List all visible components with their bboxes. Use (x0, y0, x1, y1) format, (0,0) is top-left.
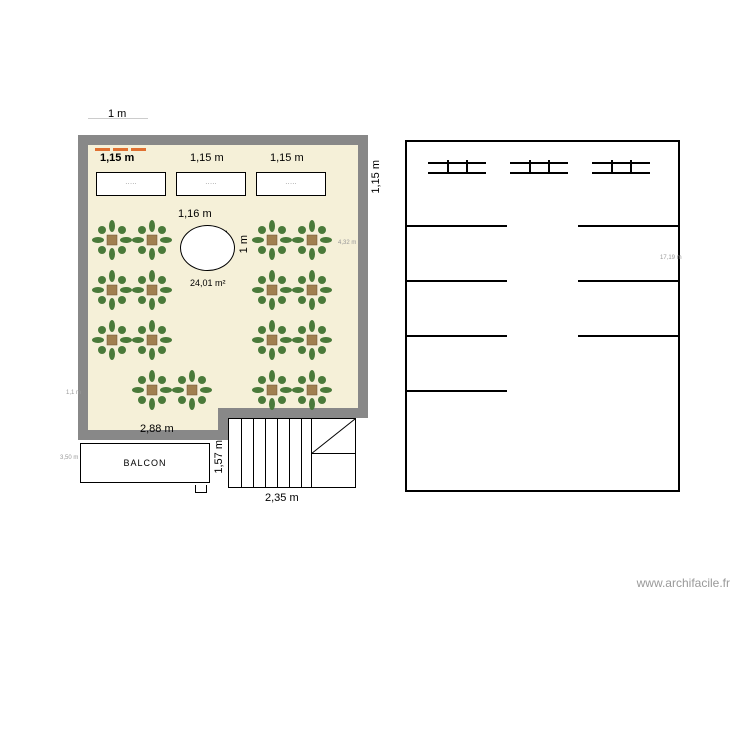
right-ll-4 (407, 390, 507, 392)
wall-right (358, 135, 368, 418)
plant-icon (292, 370, 332, 410)
balcon-room: BALCON (80, 443, 210, 483)
plant-icon (292, 270, 332, 310)
orange-seg-1 (95, 148, 110, 151)
stair-diag2 (311, 419, 355, 489)
watermark-text: www.archifacile.fr (637, 576, 730, 590)
area-label: 24,01 m² (190, 278, 226, 288)
plant-icon (92, 220, 132, 260)
right-ll-2 (407, 280, 507, 282)
left-outer-small: 3,50 m (60, 455, 78, 461)
right-box-3 (592, 162, 650, 174)
right-right (678, 140, 680, 492)
box-inner-label: ····· (285, 181, 297, 188)
staircase (228, 418, 356, 488)
wall-top (78, 135, 368, 145)
plant-icon (292, 320, 332, 360)
orange-seg-2 (113, 148, 128, 151)
right-box-2 (510, 162, 568, 174)
right-rl-2 (578, 280, 678, 282)
plant-icon (132, 320, 172, 360)
right-rl-3 (578, 335, 678, 337)
right-ll-3 (407, 335, 507, 337)
plant-icon (132, 220, 172, 260)
counter-box-2: ····· (176, 172, 246, 196)
right-left (405, 140, 407, 492)
left-mid-small: 1,1 m (66, 390, 81, 396)
box-inner-label: ····· (125, 181, 137, 188)
dim-top-3: 1,15 m (270, 152, 304, 164)
dim-left-v-1: 1,57 m (213, 440, 225, 474)
dim-top-outer: 1 m (108, 108, 126, 120)
plant-icon (132, 370, 172, 410)
right-tiny-1: 17,19 m (660, 255, 682, 261)
right-top (405, 140, 680, 142)
plant-icon (252, 220, 292, 260)
orange-seg-3 (131, 148, 146, 151)
plant-icon (252, 270, 292, 310)
plant-icon (252, 370, 292, 410)
right-box-1 (428, 162, 486, 174)
right-ll-1 (407, 225, 507, 227)
dim-bottom-1: 2,88 m (140, 423, 174, 435)
dim-top-2: 1,15 m (190, 152, 224, 164)
dim-mid-1: 1,16 m (178, 208, 212, 220)
dim-right-1: 1,15 m (370, 160, 382, 194)
counter-box-3: ····· (256, 172, 326, 196)
dim-mid-v-2: 1 m (238, 235, 250, 253)
box-inner-label: ····· (205, 181, 217, 188)
plant-icon (252, 320, 292, 360)
dim-bottom-2: 2,35 m (265, 492, 299, 504)
round-table (180, 225, 235, 271)
dim-top-1: 1,15 m (100, 152, 134, 164)
right-bottom (405, 490, 680, 492)
plant-icon (172, 370, 212, 410)
floor-plan-canvas: 1 m 1,15 m 1,15 m 1,15 m 1,15 m ····· ··… (0, 0, 750, 750)
balcon-label: BALCON (123, 458, 166, 468)
plant-icon (132, 270, 172, 310)
right-mid-small: 4,32 m (338, 240, 356, 246)
plant-icon (92, 320, 132, 360)
right-rl-1 (578, 225, 678, 227)
counter-box-1: ····· (96, 172, 166, 196)
plant-icon (92, 270, 132, 310)
door-symbol (195, 485, 207, 493)
plant-icon (292, 220, 332, 260)
